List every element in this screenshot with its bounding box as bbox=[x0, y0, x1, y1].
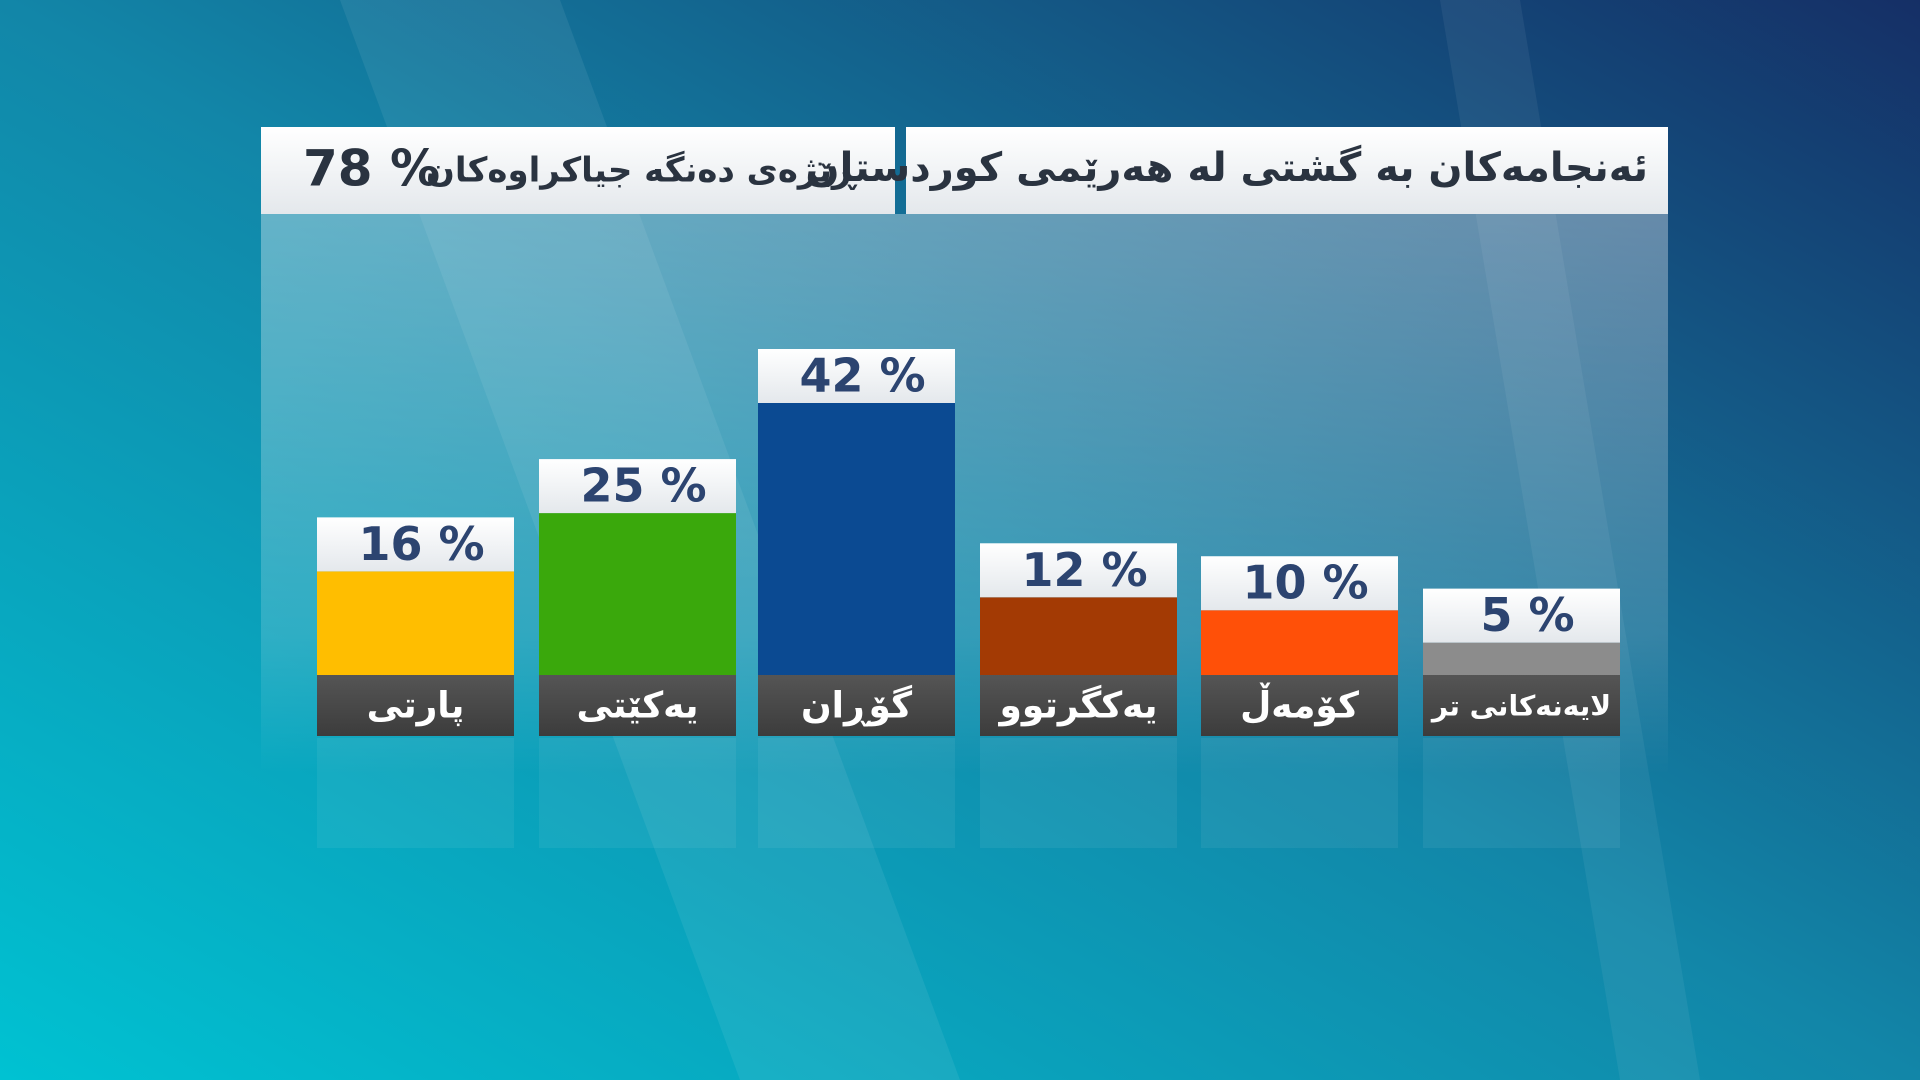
value-label-box bbox=[1201, 556, 1398, 611]
bar bbox=[1423, 642, 1620, 675]
bar bbox=[980, 597, 1177, 675]
bar bbox=[317, 571, 514, 675]
value-label-box bbox=[317, 517, 514, 572]
bar bbox=[758, 403, 955, 675]
reflection bbox=[539, 738, 736, 848]
reflection bbox=[317, 738, 514, 848]
subtitle-box bbox=[261, 127, 895, 214]
category-label: یەکێتی bbox=[576, 686, 698, 727]
value-label: 42 % bbox=[799, 349, 925, 403]
category-box bbox=[1423, 675, 1620, 736]
value-label: 16 % bbox=[358, 517, 484, 571]
category-label: لایەنەکانی تر bbox=[1430, 690, 1611, 723]
bar bbox=[1201, 610, 1398, 675]
value-label-box bbox=[1423, 588, 1620, 643]
bar bbox=[539, 513, 736, 675]
category-label: پارتی bbox=[367, 686, 465, 727]
category-box bbox=[758, 675, 955, 736]
reflection bbox=[758, 738, 955, 848]
category-label: یەکگرتوو bbox=[997, 685, 1157, 727]
category-box bbox=[539, 675, 736, 736]
title-box bbox=[906, 127, 1668, 214]
value-label: 5 % bbox=[1480, 588, 1574, 642]
reflection bbox=[1201, 738, 1398, 848]
value-label-box bbox=[539, 459, 736, 514]
chart-subtitle: ڕێژەی دەنگە جیاکراوەکان bbox=[426, 151, 858, 191]
value-label-box bbox=[980, 543, 1177, 598]
category-label: گۆڕان bbox=[801, 685, 912, 727]
chart-title: ئەنجامەکان بە گشتی لە هەرێمی کوردستان bbox=[805, 144, 1648, 191]
subtitle-value: 78 % bbox=[303, 140, 440, 198]
value-label: 10 % bbox=[1242, 556, 1368, 610]
reflection bbox=[1423, 738, 1620, 848]
reflection bbox=[980, 738, 1177, 848]
value-label: 25 % bbox=[580, 459, 706, 513]
value-label-box bbox=[758, 349, 955, 403]
category-box bbox=[1201, 675, 1398, 736]
category-box bbox=[317, 675, 514, 736]
value-label: 12 % bbox=[1021, 543, 1147, 597]
category-box bbox=[980, 675, 1177, 736]
category-label: کۆمەڵ bbox=[1240, 683, 1359, 727]
